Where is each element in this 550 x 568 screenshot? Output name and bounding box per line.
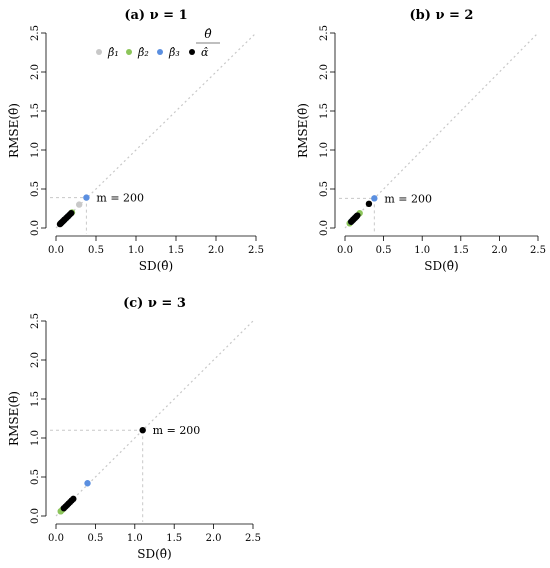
legend-label: β̂₁ bbox=[107, 46, 119, 59]
x-tick-label: 1.0 bbox=[127, 533, 143, 544]
y-axis-label: RMSE(θ̂) bbox=[7, 391, 21, 446]
y-axis-label: RMSE(θ̂) bbox=[7, 103, 21, 158]
legend-label: β̂₂ bbox=[137, 46, 149, 59]
y-tick-label: 2.0 bbox=[30, 64, 41, 80]
data-point bbox=[84, 480, 91, 487]
legend-marker bbox=[157, 49, 163, 55]
panel-b: (b) ν = 2 0.0 0.5 1.0 1.5 2.0 2.5 SD(θ̂) 0.0 0.5 1… bbox=[296, 8, 546, 273]
y-tick-label: 1.0 bbox=[319, 142, 330, 158]
x-tick-label: 2.0 bbox=[208, 245, 224, 256]
panel-c: (c) ν = 3 0.0 0.5 1.0 1.5 2.0 2.5 SD(θ̂) 0.0 0.5 1… bbox=[7, 296, 261, 561]
x-tick-label: 0.0 bbox=[337, 245, 353, 256]
annotation-label: m = 200 bbox=[153, 424, 201, 437]
panel-title: (c) ν = 3 bbox=[123, 296, 186, 311]
legend-marker bbox=[189, 49, 195, 55]
x-axis-label: SD(θ̂) bbox=[139, 259, 173, 273]
identity-line bbox=[344, 32, 539, 229]
y-tick-label: 0.5 bbox=[30, 469, 41, 485]
identity-line bbox=[55, 32, 257, 229]
x-tick-label: 0.5 bbox=[87, 533, 103, 544]
data-point bbox=[76, 201, 83, 208]
y-tick-label: 0.0 bbox=[319, 220, 330, 236]
data-point bbox=[371, 195, 378, 202]
x-tick-label: 1.0 bbox=[128, 245, 144, 256]
plot-area bbox=[46, 315, 261, 524]
identity-line bbox=[55, 320, 254, 517]
y-tick-label: 0.0 bbox=[30, 220, 41, 236]
y-tick-label: 2.5 bbox=[319, 25, 330, 41]
y-tick-label: 1.0 bbox=[30, 430, 41, 446]
y-tick-label: 1.5 bbox=[30, 103, 41, 119]
x-tick-label: 2.5 bbox=[248, 245, 264, 256]
legend-marker bbox=[96, 49, 102, 55]
y-tick-label: 0.5 bbox=[319, 181, 330, 197]
y-tick-label: 2.5 bbox=[30, 313, 41, 329]
x-tick-label: 1.5 bbox=[166, 533, 182, 544]
x-tick-label: 1.0 bbox=[414, 245, 430, 256]
x-tick-label: 0.5 bbox=[376, 245, 392, 256]
legend-label: β̂₃ bbox=[168, 46, 180, 59]
data-point bbox=[365, 200, 373, 208]
data-point bbox=[139, 427, 146, 434]
x-axis-label: SD(θ̂) bbox=[424, 259, 458, 273]
legend-marker bbox=[126, 49, 132, 55]
y-tick-label: 2.0 bbox=[319, 64, 330, 80]
y-tick-label: 0.0 bbox=[30, 508, 41, 524]
x-tick-label: 2.5 bbox=[530, 245, 546, 256]
data-point bbox=[68, 209, 75, 217]
y-tick-label: 1.5 bbox=[319, 103, 330, 119]
x-tick-label: 1.5 bbox=[453, 245, 469, 256]
data-point bbox=[354, 212, 361, 219]
x-tick-label: 2.0 bbox=[491, 245, 507, 256]
panel-a: (a) ν = 1 0.0 0.5 1.0 1.5 2.0 2.5 SD(θ̂) 0.0 0.5 1… bbox=[7, 8, 264, 273]
x-tick-label: 1.5 bbox=[168, 245, 184, 256]
x-axis-label: SD(θ̂) bbox=[137, 547, 171, 561]
y-tick-label: 1.0 bbox=[30, 142, 41, 158]
x-tick-label: 0.0 bbox=[48, 533, 64, 544]
annotation-label: m = 200 bbox=[96, 192, 144, 205]
panel-title: (b) ν = 2 bbox=[410, 8, 474, 23]
x-tick-label: 2.0 bbox=[206, 533, 222, 544]
x-tick-label: 0.5 bbox=[88, 245, 104, 256]
x-tick-label: 2.5 bbox=[245, 533, 261, 544]
y-tick-label: 2.5 bbox=[30, 25, 41, 41]
data-point bbox=[70, 495, 77, 503]
y-tick-label: 0.5 bbox=[30, 181, 41, 197]
y-axis-label: RMSE(θ̂) bbox=[296, 103, 310, 158]
y-tick-label: 2.0 bbox=[30, 352, 41, 368]
data-point bbox=[83, 194, 90, 201]
legend-label: α̂ bbox=[201, 46, 209, 59]
y-tick-label: 1.5 bbox=[30, 391, 41, 407]
panel-title: (a) ν = 1 bbox=[124, 8, 187, 23]
annotation-label: m = 200 bbox=[384, 192, 432, 205]
x-tick-label: 0.0 bbox=[48, 245, 64, 256]
legend-title: θ̂ bbox=[204, 27, 212, 41]
